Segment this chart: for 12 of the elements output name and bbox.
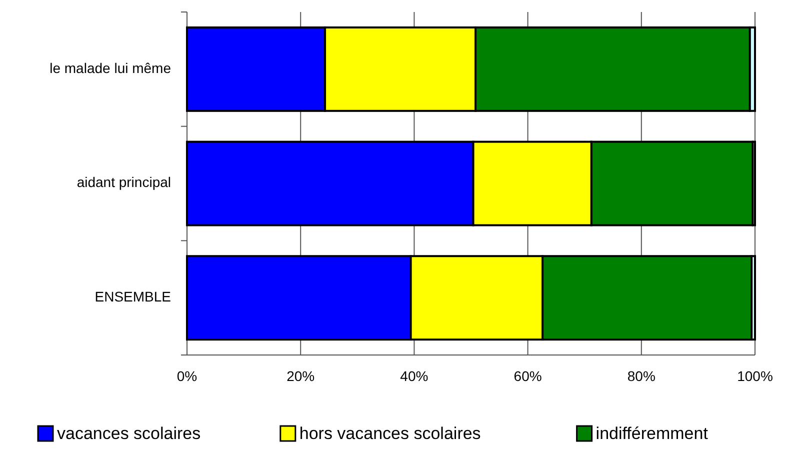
y-tick-label: ENSEMBLE [94,288,171,305]
legend-label: vacances scolaires [57,424,201,443]
legend-label: indifféremment [596,424,708,443]
x-tick-label: 60% [514,368,542,384]
y-tick-label: aidant principal [76,174,171,190]
x-tick-label: 20% [286,368,315,384]
x-tick-label: 0% [176,368,198,384]
y-tick-label: le malade lui même [50,60,172,76]
x-tick-label: 100% [737,368,773,384]
legend-label: hors vacances scolaires [299,424,481,443]
x-tick-label: 40% [400,368,428,384]
x-tick-label: 80% [627,368,656,384]
